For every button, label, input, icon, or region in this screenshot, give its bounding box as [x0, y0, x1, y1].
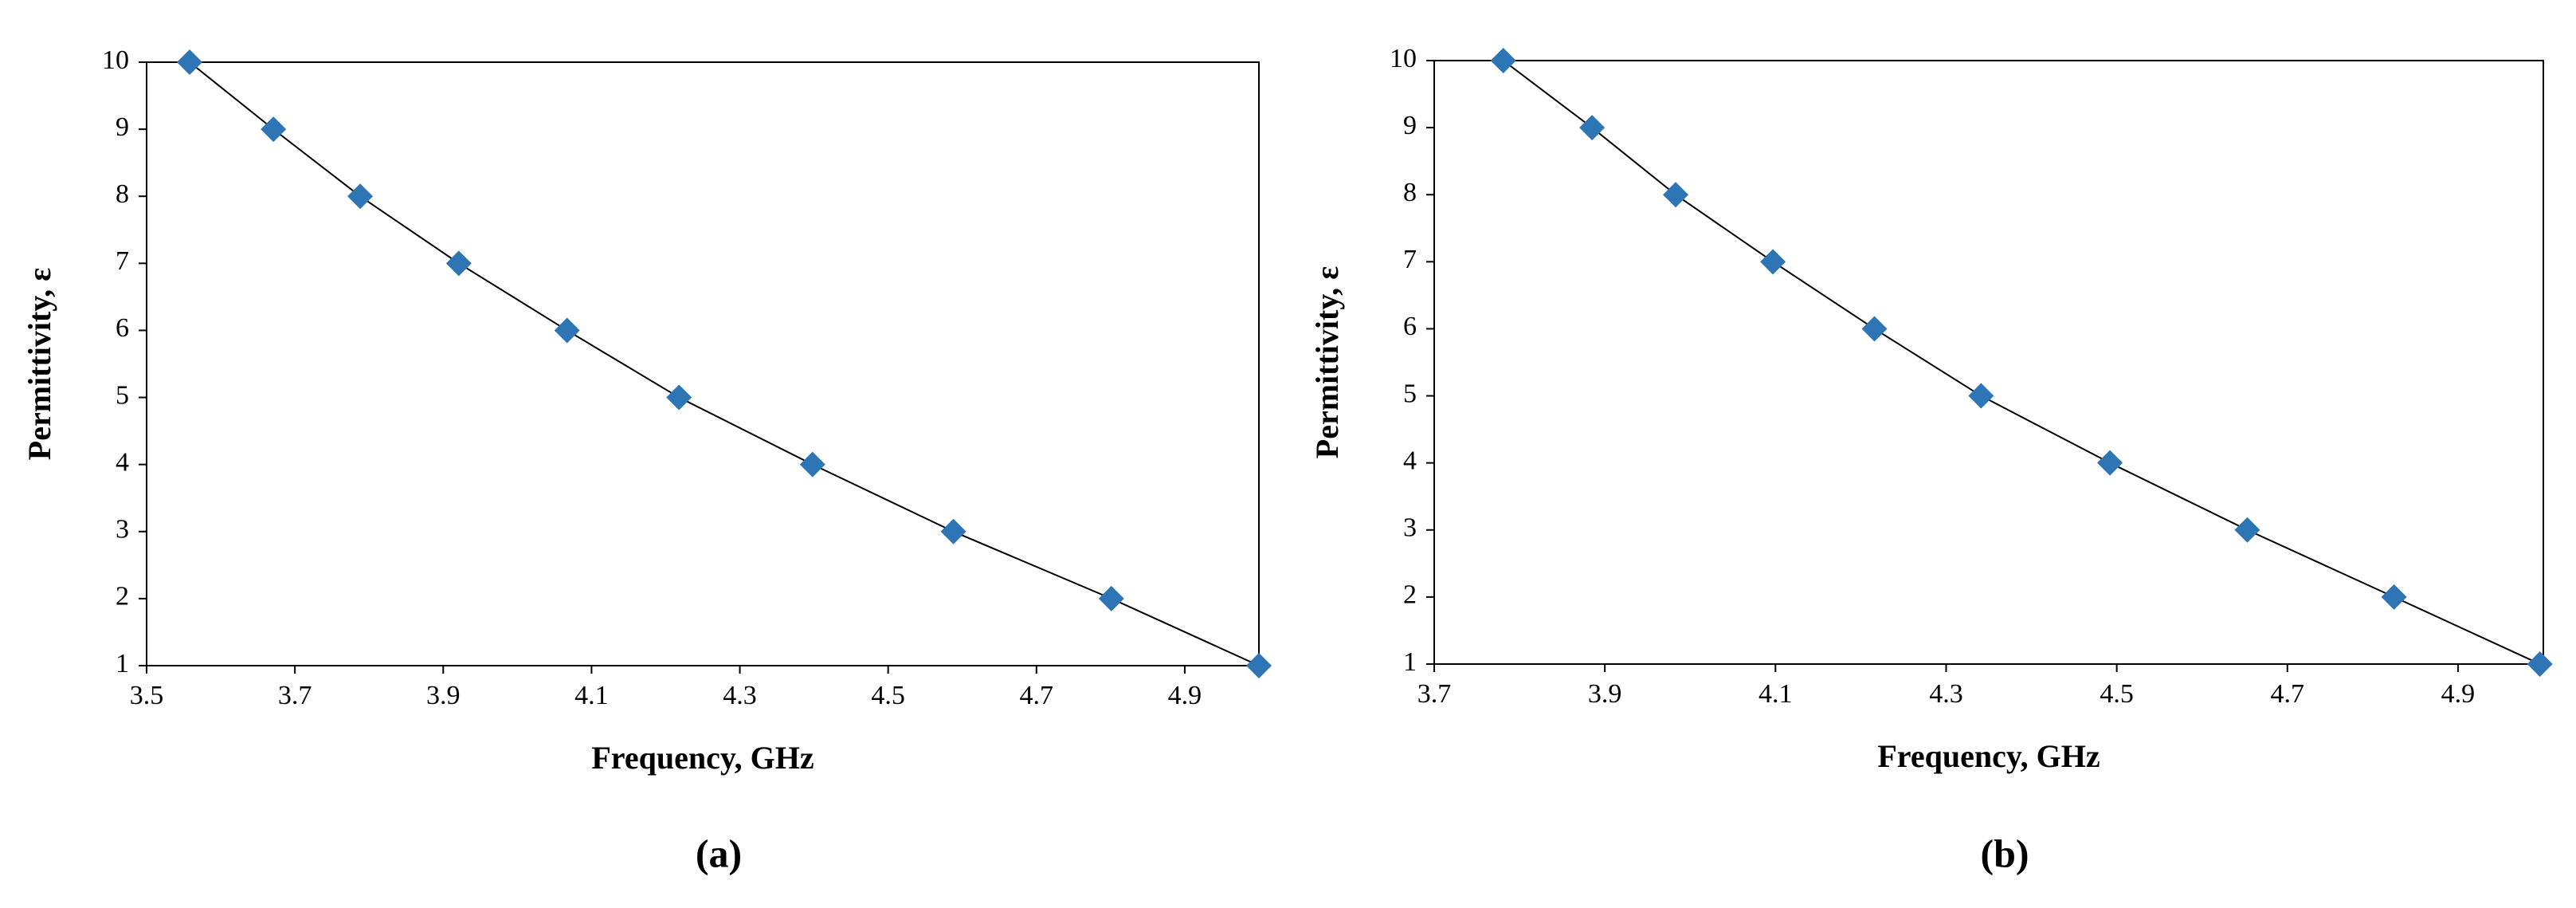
y-tick-label: 7: [116, 246, 129, 276]
point: [2527, 651, 2553, 677]
y-tick-label: 1: [1403, 647, 1417, 677]
x-axis-title: Frequency, GHz: [1877, 738, 2100, 774]
x-tick-label: 3.5: [130, 681, 164, 710]
point: [666, 384, 692, 411]
point: [1098, 585, 1124, 611]
x-tick-label: 4.9: [1168, 681, 1202, 710]
point: [2234, 517, 2260, 543]
point: [1861, 316, 1888, 342]
x-tick-label: 4.3: [1929, 679, 1963, 709]
point: [1579, 115, 1606, 141]
point: [261, 116, 287, 143]
y-tick-label: 8: [1403, 178, 1417, 207]
y-tick-label: 4: [1403, 446, 1417, 475]
y-axis-title: Permittivity, ε: [22, 268, 57, 460]
point: [554, 317, 580, 344]
x-tick-label: 4.5: [871, 681, 905, 710]
point: [2381, 584, 2407, 610]
x-tick-label: 4.1: [574, 681, 609, 710]
y-tick-label: 9: [116, 112, 129, 142]
x-tick-label: 3.7: [278, 681, 312, 710]
point: [445, 250, 472, 277]
fit-line: [1503, 60, 2541, 665]
y-tick-label: 6: [1403, 312, 1417, 341]
point: [1490, 48, 1516, 73]
y-tick-label: 1: [116, 649, 129, 678]
x-tick-label: 4.5: [2100, 679, 2134, 709]
point: [1760, 249, 1786, 275]
plot-area: [1433, 60, 2544, 665]
y-tick-label: 7: [1403, 245, 1417, 274]
x-tick-label: 4.3: [723, 681, 757, 710]
caption: (a): [696, 831, 742, 875]
y-tick-label: 5: [1403, 379, 1417, 408]
y-tick-label: 2: [1403, 580, 1417, 610]
x-tick-label: 3.9: [426, 681, 461, 710]
y-tick-label: 9: [1403, 111, 1417, 140]
y-tick-label: 10: [1390, 44, 1417, 73]
point: [1968, 383, 1994, 409]
caption: (b): [1980, 831, 2029, 875]
x-tick-label: 3.7: [1417, 679, 1452, 709]
y-axis-title: Permittivity, ε: [1309, 266, 1345, 458]
x-tick-label: 4.7: [2271, 679, 2305, 709]
y-tick-label: 8: [116, 179, 129, 209]
x-tick-label: 4.1: [1759, 679, 1793, 709]
y-tick-label: 3: [116, 515, 129, 544]
y-tick-label: 2: [116, 582, 129, 611]
point: [347, 183, 374, 210]
point: [1246, 653, 1272, 678]
y-tick-label: 10: [102, 45, 129, 75]
x-tick-label: 4.7: [1020, 681, 1054, 710]
point: [1663, 182, 1689, 208]
y-tick-label: 3: [1403, 513, 1417, 543]
y-tick-label: 6: [116, 313, 129, 343]
point: [176, 49, 202, 75]
y-tick-label: 5: [116, 380, 129, 410]
x-axis-title: Frequency, GHz: [591, 740, 814, 776]
point: [2097, 450, 2123, 476]
x-tick-label: 3.9: [1588, 679, 1622, 709]
plot-area: [146, 61, 1260, 666]
x-tick-label: 4.9: [2441, 679, 2476, 709]
point: [799, 451, 825, 478]
y-tick-label: 4: [116, 447, 129, 477]
point: [940, 518, 966, 544]
fit-line: [189, 61, 1260, 666]
